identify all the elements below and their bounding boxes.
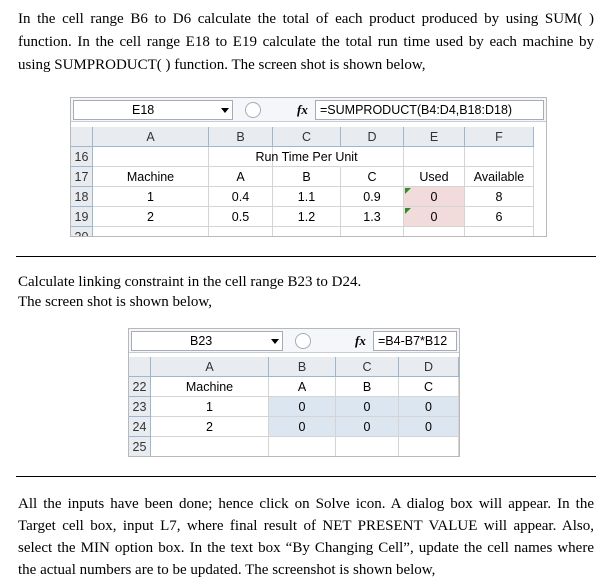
cell: 1.2 <box>273 207 341 227</box>
column-header: B <box>209 127 273 147</box>
cell: 0 <box>404 187 465 207</box>
formula-input: =SUMPRODUCT(B4:D4,B18:D18) <box>315 100 544 120</box>
cell: 1 <box>93 187 209 207</box>
row-header: 20 <box>71 227 93 236</box>
row-header: 16 <box>71 147 93 167</box>
cancel-button <box>245 102 261 118</box>
cell: 0.9 <box>341 187 404 207</box>
cell: A <box>209 167 273 187</box>
fx-icon: fx <box>355 333 366 348</box>
cell: 0 <box>269 417 336 437</box>
cell: Machine <box>93 167 209 187</box>
paragraph: In the cell range B6 to D6 calculate the… <box>18 11 594 73</box>
cell <box>336 437 399 456</box>
cell <box>151 437 269 456</box>
cell: 0 <box>399 397 459 417</box>
row-header: 24 <box>129 417 151 437</box>
cell: Used <box>404 167 465 187</box>
cell <box>341 227 404 236</box>
name-box: E18 <box>73 100 233 120</box>
error-indicator <box>405 188 411 194</box>
cell <box>93 147 209 167</box>
cell <box>404 147 465 167</box>
cell: 1.3 <box>341 207 404 227</box>
row-header: 18 <box>71 187 93 207</box>
cell: 0.5 <box>209 207 273 227</box>
spreadsheet-screenshot: B23 fx =B4-B7*B12 A B C D 22 Machine A B C 23 1 0 0 0 24 2… <box>128 328 460 457</box>
cell <box>404 227 465 236</box>
column-header: D <box>341 127 404 147</box>
cell: 0 <box>404 207 465 227</box>
name-box: B23 <box>131 331 283 351</box>
column-header: A <box>151 357 269 377</box>
cell: 8 <box>465 187 534 207</box>
dropdown-arrow <box>271 339 279 344</box>
row-header: 17 <box>71 167 93 187</box>
column-header: D <box>399 357 459 377</box>
paragraph: The screen shot is shown below, <box>18 294 212 310</box>
spreadsheet-screenshot: E18 fx =SUMPRODUCT(B4:D4,B18:D18) A B C D E F 16 R… <box>70 97 547 237</box>
cell: B <box>273 167 341 187</box>
paragraph: Calculate linking constraint in the cell… <box>18 274 362 290</box>
cell: B <box>336 377 399 397</box>
cell <box>273 227 341 236</box>
fx-icon: fx <box>297 102 308 117</box>
cancel-button <box>295 333 311 349</box>
cell: Run Time Per Unit <box>255 147 358 167</box>
cell <box>269 437 336 456</box>
cell: 0 <box>336 417 399 437</box>
cell: 1 <box>151 397 269 417</box>
cell: Machine <box>151 377 269 397</box>
column-header: C <box>336 357 399 377</box>
cell: 1.1 <box>273 187 341 207</box>
cell: 0 <box>399 417 459 437</box>
formula-input: =B4-B7*B12 <box>373 331 457 351</box>
column-header: B <box>269 357 336 377</box>
cell <box>465 147 534 167</box>
column-header: F <box>465 127 534 147</box>
column-header: E <box>404 127 465 147</box>
cell: 0.4 <box>209 187 273 207</box>
cell <box>209 147 273 167</box>
cell: C <box>399 377 459 397</box>
row-header: 23 <box>129 397 151 417</box>
corner-header <box>71 127 93 147</box>
cell <box>209 227 273 236</box>
error-indicator <box>405 208 411 214</box>
cell: A <box>269 377 336 397</box>
row-header: 25 <box>129 437 151 456</box>
corner-header <box>129 357 151 377</box>
cell: C <box>341 167 404 187</box>
cell: Available <box>465 167 534 187</box>
cell: 2 <box>151 417 269 437</box>
divider <box>16 476 596 477</box>
cell <box>93 227 209 236</box>
cell <box>465 227 534 236</box>
cell <box>341 147 404 167</box>
cell: 6 <box>465 207 534 227</box>
column-header: C <box>273 127 341 147</box>
row-header: 19 <box>71 207 93 227</box>
paragraph: All the inputs have been done; hence cli… <box>18 496 594 578</box>
cell: 0 <box>269 397 336 417</box>
dropdown-arrow <box>221 108 229 113</box>
cell <box>399 437 459 456</box>
cell: 0 <box>336 397 399 417</box>
column-header: A <box>93 127 209 147</box>
row-header: 22 <box>129 377 151 397</box>
cell: 2 <box>93 207 209 227</box>
divider <box>16 256 596 257</box>
